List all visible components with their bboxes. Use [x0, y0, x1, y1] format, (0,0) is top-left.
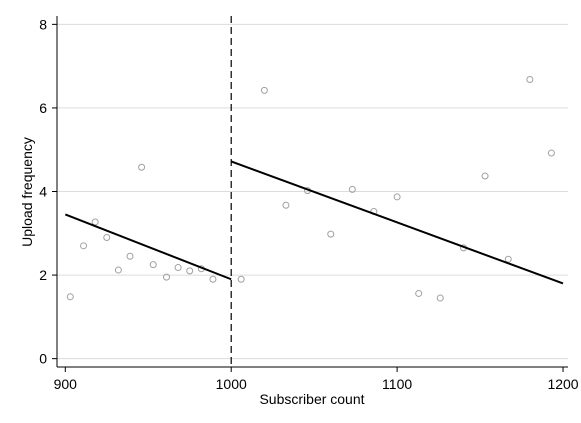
x-tick-label: 1200: [547, 376, 578, 392]
data-point: [282, 201, 290, 209]
data-point: [348, 185, 356, 193]
y-tick-label: 6: [39, 100, 47, 116]
y-tick-label: 2: [39, 267, 47, 283]
y-axis-label: Upload frequency: [19, 137, 35, 247]
data-point: [327, 230, 335, 238]
data-point: [66, 293, 74, 301]
data-point: [114, 266, 122, 274]
data-point: [163, 273, 170, 281]
data-point: [91, 218, 99, 226]
data-point: [504, 255, 512, 263]
y-tick-label: 8: [39, 16, 47, 32]
data-point: [547, 149, 555, 157]
data-point: [126, 252, 134, 260]
fit-layer: [64, 160, 564, 285]
data-point: [209, 275, 217, 283]
y-tick-label: 4: [39, 184, 47, 200]
fit-line: [64, 213, 232, 281]
data-point: [103, 233, 111, 241]
y-tick-label: 0: [39, 351, 47, 367]
data-point: [526, 76, 534, 84]
data-point: [186, 267, 194, 275]
x-axis-label: Subscriber count: [259, 391, 364, 407]
x-tick-label: 1100: [382, 376, 412, 392]
data-point: [149, 261, 157, 269]
x-tick-label: 1000: [216, 376, 247, 392]
data-point: [436, 294, 444, 302]
data-point: [260, 86, 268, 94]
data-point: [80, 242, 88, 250]
x-tick-label: 900: [54, 376, 78, 392]
data-point: [415, 289, 423, 297]
data-point: [481, 172, 489, 180]
axes-layer: 0 2 4 6 8 900 1000 1100 1200: [39, 16, 579, 392]
data-point: [174, 264, 182, 272]
data-point: [138, 163, 146, 171]
data-point: [237, 275, 245, 283]
data-point: [393, 193, 401, 201]
fit-line: [230, 160, 564, 285]
